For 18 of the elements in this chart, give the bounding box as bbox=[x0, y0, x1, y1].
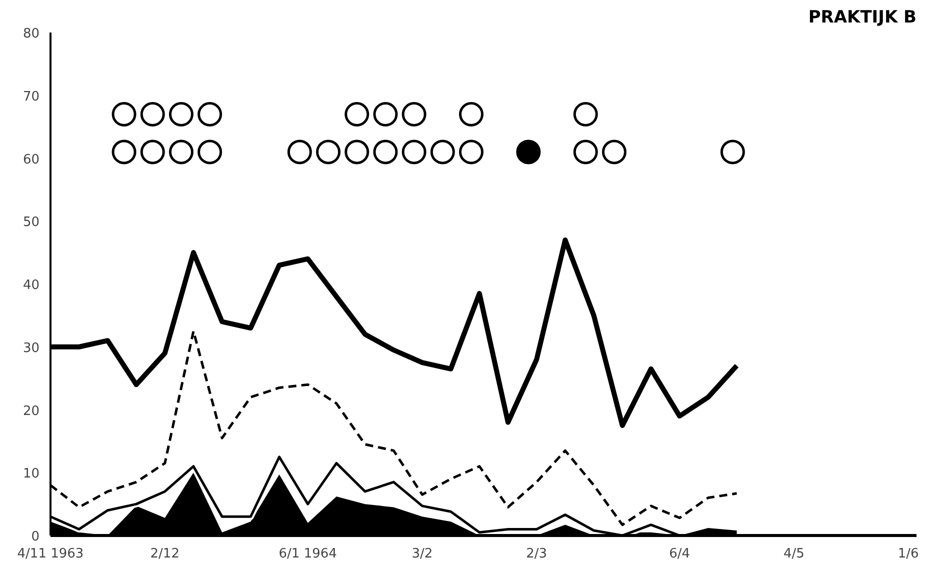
y-tick-label: 70 bbox=[22, 89, 40, 104]
x-tick-label: 3/2 bbox=[412, 546, 433, 562]
x-tick-label: 6/4 bbox=[669, 546, 690, 562]
y-tick-label: 30 bbox=[22, 340, 40, 356]
x-tick-label: 2/12 bbox=[150, 546, 180, 562]
x-tick-label: 1/6 bbox=[898, 546, 919, 562]
x-tick-label: 2/3 bbox=[526, 546, 548, 562]
y-tick-label: 10 bbox=[22, 466, 40, 482]
x-tick-label: 6/1 1964 bbox=[278, 546, 337, 562]
x-tick-label: 4/11 1963 bbox=[17, 546, 84, 562]
x-tick-label: 4/5 bbox=[783, 546, 804, 562]
y-tick-label: 80 bbox=[22, 26, 40, 42]
y-tick-label: 20 bbox=[22, 404, 40, 419]
y-tick-label: 40 bbox=[22, 278, 40, 293]
chart-title: PRAKTIJK B bbox=[808, 8, 917, 28]
y-tick-label: 60 bbox=[22, 152, 40, 168]
y-tick-label: 50 bbox=[22, 215, 40, 230]
y-tick-label: 0 bbox=[31, 530, 40, 544]
